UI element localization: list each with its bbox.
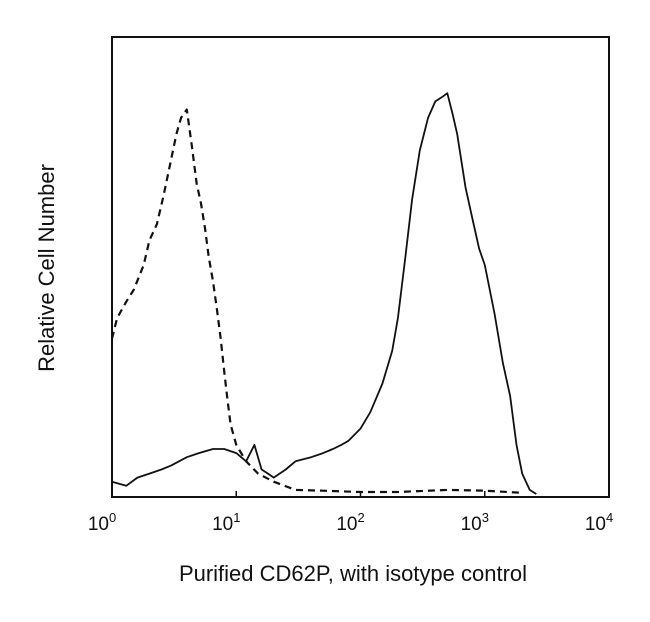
x-tick-label-3: 103 — [461, 510, 489, 535]
x-tick-label-0: 100 — [88, 510, 116, 535]
dashed-series-line — [110, 108, 523, 494]
series-layer — [110, 92, 537, 495]
x-axis-tick-labels: 100 101 102 103 104 — [88, 510, 613, 535]
x-axis-label: Purified CD62P, with isotype control — [179, 561, 527, 586]
x-tick-label-2: 102 — [336, 510, 364, 535]
x-tick-label-1: 101 — [212, 510, 240, 535]
x-tick-label-4: 104 — [585, 510, 613, 535]
y-axis-label: Relative Cell Number — [34, 164, 59, 372]
solid-series-line — [111, 92, 537, 495]
